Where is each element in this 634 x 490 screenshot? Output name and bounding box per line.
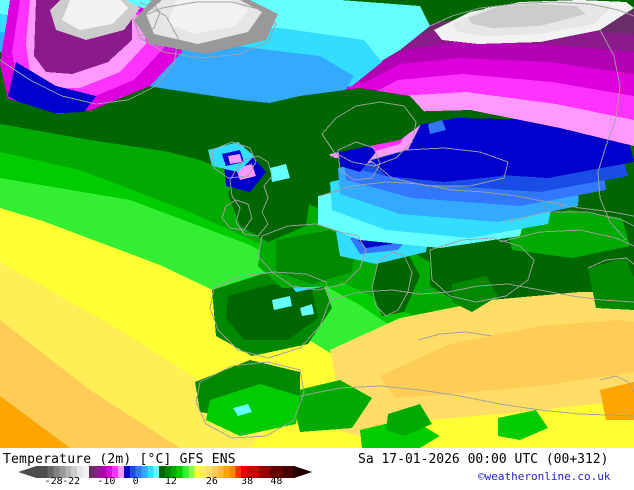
colorbar-cell [100,466,107,478]
colorbar-tick-labels: -28 -22 -10 0 12 26 38 48 [0,476,320,489]
caucasus-green [588,258,634,310]
colorbar-cell [270,466,283,478]
colorbar-cell [71,466,78,478]
colorbar-cell [170,466,177,478]
north-africa-green-patch [290,380,372,432]
colorbar-cell [77,466,83,478]
colorbar-cell [211,466,218,478]
colorbar-cell [36,466,48,478]
colorbar-tick: -28 [44,476,63,487]
map-title: Temperature (2m) [°C] GFS ENS [3,452,236,467]
sahara-orange-core [380,320,634,398]
colorbar-cell [82,466,89,478]
coastline-overlay [0,0,634,439]
colorbar-tick: 12 [164,476,177,487]
colorbar-cell [258,466,271,478]
colorbar-cell [182,466,189,478]
colorbar-tick: -22 [62,476,81,487]
colorbar-cell [176,466,183,478]
colorbar-tick: 48 [270,476,283,487]
iberia-green-dark [226,284,318,340]
colorbar-tick: 26 [205,476,218,487]
colorbar-cell [247,466,259,478]
colorbar-tick: -10 [97,476,116,487]
colorbar-cell [123,466,130,478]
colorbar-cell [135,466,142,478]
greenland-white [62,0,128,30]
north-atlantic-green-front [0,88,430,158]
atlas-cold-spot [233,404,252,416]
valid-time-stamp: Sa 17-01-2026 00:00 UTC (00+312) [358,452,609,467]
colorbar-cell [229,466,236,478]
egypt-green [498,410,548,440]
colorbar-right-arrow [294,466,312,478]
morocco-green-light [206,384,300,436]
colorbar-cell [141,466,148,478]
faroes-cold-center [228,154,242,164]
colorbar-cell [106,466,113,478]
iberia-cold-spot-2 [300,304,314,316]
colorbar-cell [241,466,248,478]
colorbar-cell [223,466,230,478]
atlantic-orange-band [0,320,180,448]
colorbar-cell [206,466,212,478]
greenland-blue-edge [8,62,96,114]
iberia-cold-spot-1 [272,296,292,310]
colorbar-cell [94,466,101,478]
libya-green [386,404,432,436]
colorbar-cell [217,466,224,478]
italy-green [372,250,420,316]
colorbar-cell [282,466,294,478]
scotland-cold [270,164,290,182]
copyright-credit: ©weatheronline.co.uk [478,470,611,483]
colorbar-tick: 0 [132,476,139,487]
colorbar-left-arrow [18,466,36,478]
barents-lightgrey [168,0,248,34]
colorbar-cell [153,466,160,478]
france-green-dark [276,230,356,284]
temperature-map[interactable] [0,0,634,448]
russia-grey-core-2 [468,4,586,28]
colorbar-cell [112,466,119,478]
colorbar-cell [194,466,201,478]
scandinavia-cold-lake-2 [428,120,446,134]
colorbar-swatches [18,466,312,478]
colorbar-cell [165,466,171,478]
colorbar-cell [118,466,124,478]
colorbar-cell [53,466,60,478]
colorbar-cell [129,466,136,478]
colorbar-cell [188,466,195,478]
temperature-colorbar[interactable]: -28 -22 -10 0 12 26 38 48 [0,465,320,490]
red-sea-hot-spot [600,382,634,420]
baltic-blue [370,146,510,182]
colorbar-cell [159,466,165,478]
atlantic-orange-band-2 [0,396,70,448]
colorbar-cell [88,466,95,478]
colorbar-tick: 38 [241,476,254,487]
map-footer: Temperature (2m) [°C] GFS ENS Sa 17-01-2… [0,448,634,490]
colorbar-cell [65,466,72,478]
colorbar-cell [59,466,66,478]
colorbar-cell [235,466,242,478]
colorbar-cell [147,466,154,478]
colorbar-cell [47,466,54,478]
colorbar-cell [200,466,207,478]
